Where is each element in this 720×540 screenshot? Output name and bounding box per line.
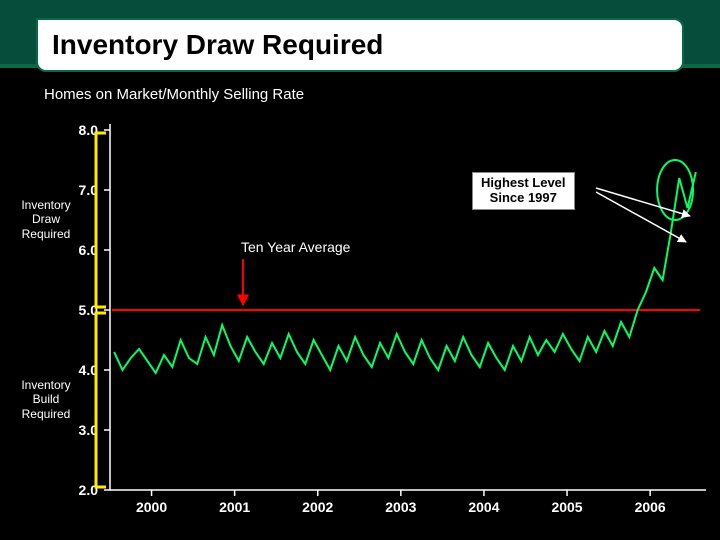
slide-subtitle: Homes on Market/Monthly Selling Rate (44, 86, 304, 103)
bracket-label: InventoryDrawRequired (14, 198, 78, 241)
bracket (96, 313, 106, 487)
bracket-label: InventoryBuildRequired (14, 378, 78, 421)
x-tick-label: 2001 (219, 499, 250, 515)
x-tick-label: 2004 (468, 499, 499, 515)
x-tick-label: 2003 (385, 499, 416, 515)
x-tick-label: 2006 (635, 499, 666, 515)
slide-title: Inventory Draw Required (52, 29, 383, 61)
bracket (96, 133, 106, 307)
data-series (114, 172, 696, 373)
x-tick-label: 2000 (136, 499, 167, 515)
x-tick-label: 2002 (302, 499, 333, 515)
ten-year-label: Ten Year Average (241, 239, 351, 255)
title-box: Inventory Draw Required (36, 18, 684, 72)
chart-area: 2.03.04.05.06.07.08.02000200120022003200… (0, 110, 720, 540)
x-tick-label: 2005 (551, 499, 582, 515)
chart-svg: 2.03.04.05.06.07.08.02000200120022003200… (0, 110, 720, 540)
highest-level-callout: Highest LevelSince 1997 (472, 172, 575, 210)
